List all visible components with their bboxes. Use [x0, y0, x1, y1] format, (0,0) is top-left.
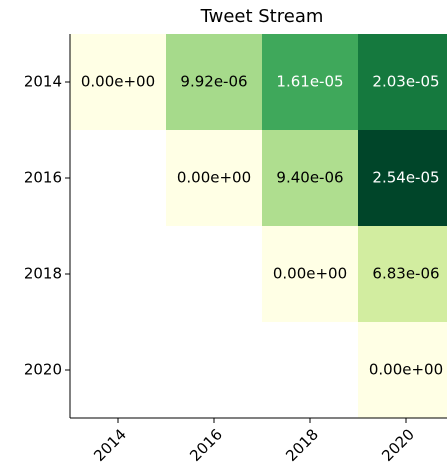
x-tick-label: 2020: [378, 425, 418, 465]
heatmap-cell: [358, 34, 447, 130]
cell-label: 0.00e+00: [81, 73, 155, 91]
heatmap-cell: [358, 322, 447, 418]
cell-label: 2.54e-05: [372, 169, 439, 187]
heatmap-cell: [262, 34, 358, 130]
cell-label: 0.00e+00: [177, 169, 251, 187]
heatmap-cell: [358, 130, 447, 226]
heatmap-cell: [166, 34, 262, 130]
chart-title: Tweet Stream: [200, 6, 324, 27]
y-tick-label: 2016: [24, 169, 62, 187]
cell-label: 0.00e+00: [369, 361, 443, 379]
y-tick-label: 2014: [24, 73, 62, 91]
cell-label: 2.03e-05: [372, 73, 439, 91]
x-tick-label: 2018: [282, 425, 322, 465]
heatmap-cell: [70, 34, 166, 130]
x-tick-label: 2014: [90, 425, 130, 465]
heatmap-cell: [262, 130, 358, 226]
cell-label: 9.40e-06: [276, 169, 343, 187]
heatmap-cell: [358, 226, 447, 322]
heatmap-cell: [262, 226, 358, 322]
y-tick-label: 2018: [24, 265, 62, 283]
y-tick-label: 2020: [24, 361, 62, 379]
cell-label: 6.83e-06: [372, 265, 439, 283]
cell-label: 9.92e-06: [180, 73, 247, 91]
cell-label: 1.61e-05: [276, 73, 343, 91]
cell-label: 0.00e+00: [273, 265, 347, 283]
x-tick-label: 2016: [186, 425, 226, 465]
heatmap-cell: [166, 130, 262, 226]
